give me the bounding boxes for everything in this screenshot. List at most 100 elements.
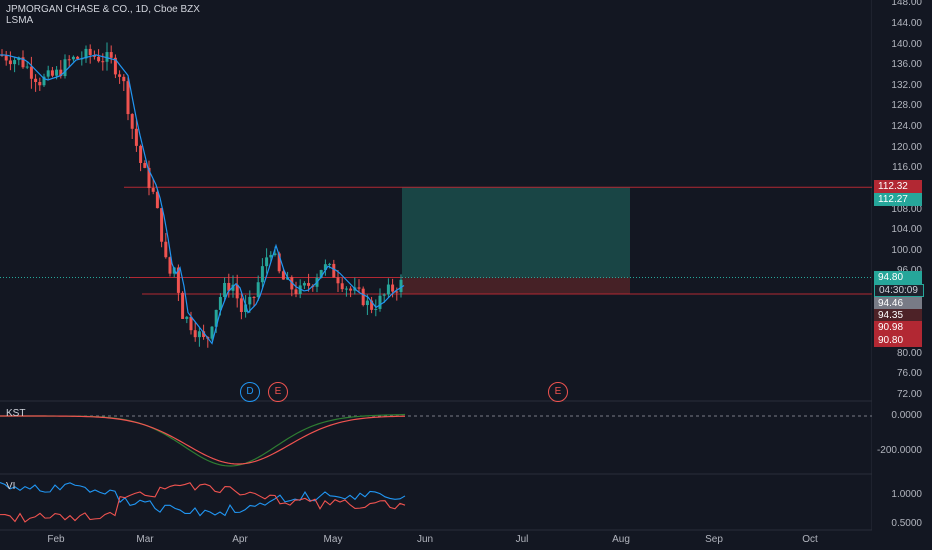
target-zone <box>402 187 630 278</box>
candle-body <box>38 82 42 86</box>
candle-body <box>319 270 323 278</box>
candle-body <box>55 69 59 76</box>
candle-body <box>210 326 214 339</box>
candle-body <box>130 114 134 129</box>
candle-body <box>46 70 50 77</box>
date-tick-feb: Feb <box>47 534 65 545</box>
date-tick-mar: Mar <box>136 534 154 545</box>
candle-body <box>252 296 256 298</box>
price-tick: 108.00 <box>891 203 922 215</box>
symbol-title[interactable]: JPMORGAN CHASE & CO., 1D, Cboe BZX <box>6 4 200 15</box>
candle-body <box>134 128 138 146</box>
stop-price-tag-2: 90.98 <box>874 321 922 334</box>
price-tick: 100.00 <box>891 244 922 256</box>
candle-body <box>193 330 197 338</box>
candle-body <box>84 48 88 59</box>
earnings-event-icon[interactable]: E <box>268 382 288 402</box>
price-tick: 120.00 <box>891 141 922 153</box>
candle-body <box>370 300 374 310</box>
candle-body <box>391 284 395 292</box>
kst-tick: 0.0000 <box>891 410 922 421</box>
price-tick: 80.00 <box>896 347 922 359</box>
candle-body <box>13 60 17 65</box>
kst-pane-label[interactable]: KST <box>6 408 26 419</box>
chart-canvas[interactable] <box>0 0 872 550</box>
candle-body <box>336 277 340 284</box>
price-tick: 72.00 <box>896 389 922 400</box>
time-axis[interactable]: Feb Mar Apr May Jun Jul Aug Sep Oct <box>0 530 872 550</box>
candle-body <box>277 253 281 272</box>
candle-body <box>4 55 8 61</box>
candle-body <box>328 263 332 265</box>
candle-body <box>378 295 382 309</box>
candle-body <box>101 61 105 63</box>
candle-body <box>8 60 12 65</box>
target-alt-price-tag: 112.27 <box>874 193 922 206</box>
lsma-line <box>0 54 405 345</box>
price-tick: 144.00 <box>891 18 922 29</box>
earnings-upcoming-event-icon[interactable]: E <box>548 382 568 402</box>
date-tick-sep: Sep <box>705 534 723 545</box>
indicator-lsma-label[interactable]: LSMA <box>6 15 34 26</box>
candle-body <box>399 279 403 293</box>
candle-body <box>323 264 327 271</box>
candle-body <box>42 76 46 86</box>
candle-body <box>365 300 369 306</box>
candle-body <box>126 81 130 115</box>
chart-legend: JPMORGAN CHASE & CO., 1D, Cboe BZX LSMA <box>6 4 200 26</box>
date-tick-apr: Apr <box>232 534 248 545</box>
candle-body <box>344 288 348 290</box>
candle-body <box>294 289 298 295</box>
date-tick-aug: Aug <box>612 534 630 545</box>
candle-body <box>185 316 189 319</box>
vi-pane-label[interactable]: VI <box>6 481 16 492</box>
last-price-tag: 94.80 <box>874 271 922 284</box>
candle-body <box>239 298 243 313</box>
candle-body <box>214 309 218 327</box>
candle-body <box>113 57 117 75</box>
candle-body <box>143 162 147 168</box>
price-tick: 124.00 <box>891 121 922 133</box>
candle-body <box>349 288 353 291</box>
candle-body <box>164 241 168 258</box>
candle-body <box>97 56 101 62</box>
candle-body <box>248 296 252 305</box>
price-tick: 148.00 <box>891 0 922 9</box>
candle-body <box>202 331 206 338</box>
price-tick: 96.00 <box>897 265 922 276</box>
candle-body <box>29 66 33 79</box>
candle-body <box>50 70 54 76</box>
candle-body <box>151 188 155 192</box>
price-tick: 140.00 <box>891 38 922 50</box>
candle-body <box>88 48 92 56</box>
candle-body <box>176 267 180 293</box>
candle-body <box>76 56 80 59</box>
candle-body <box>71 56 75 60</box>
dividend-event-icon[interactable]: D <box>240 382 260 402</box>
vi-tick: 1.0000 <box>891 489 922 500</box>
price-tick: 136.00 <box>891 59 922 71</box>
candle-body <box>67 59 71 61</box>
current-price-tag: 94.46 <box>874 297 922 310</box>
candle-body <box>197 331 201 338</box>
kst-tick: -200.0000 <box>876 445 922 456</box>
vi-plus-line <box>0 481 406 517</box>
candle-body <box>269 254 273 258</box>
main-chart[interactable]: JPMORGAN CHASE & CO., 1D, Cboe BZX LSMA … <box>0 0 872 550</box>
candle-body <box>357 287 361 289</box>
candle-body <box>235 284 239 299</box>
date-tick-oct: Oct <box>802 534 818 545</box>
stop-zone <box>402 277 630 295</box>
candle-body <box>361 288 365 306</box>
candle-body <box>374 308 378 310</box>
date-tick-may: May <box>323 534 343 545</box>
price-tick: 104.00 <box>891 224 922 236</box>
kst-line <box>0 415 406 465</box>
price-tick: 132.00 <box>891 79 922 91</box>
vi-tick: 0.5000 <box>891 518 922 529</box>
date-tick-jun: Jun <box>416 534 434 545</box>
target-price-tag: 112.32 <box>874 180 922 193</box>
candle-body <box>302 283 306 286</box>
candle-body <box>382 294 386 296</box>
candle-body <box>155 191 159 209</box>
